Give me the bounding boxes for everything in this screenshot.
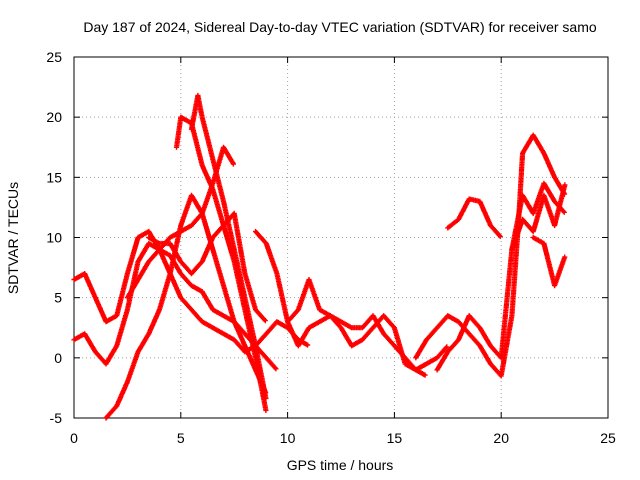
series-arc-1 bbox=[71, 228, 311, 355]
series-arc-12 bbox=[445, 196, 503, 239]
y-tick-label: 20 bbox=[46, 109, 62, 125]
y-tick-label: 10 bbox=[46, 230, 62, 246]
y-tick-label: 15 bbox=[46, 169, 62, 185]
x-axis-label: GPS time / hours bbox=[287, 457, 394, 473]
data-point-markers bbox=[285, 277, 450, 373]
chart-title: Day 187 of 2024, Sidereal Day-to-day VTE… bbox=[83, 19, 596, 35]
y-tick-label: 25 bbox=[46, 49, 62, 65]
y-tick-label: 5 bbox=[54, 290, 62, 306]
data-point-markers bbox=[509, 182, 568, 253]
tick-labels: 0 5 10 15 20 25 -5 0 5 10 15 20 25 bbox=[46, 49, 616, 446]
plot-frame bbox=[73, 56, 609, 419]
data-point-markers bbox=[530, 234, 568, 289]
series-arc-9 bbox=[285, 277, 450, 373]
series-arc-13 bbox=[509, 182, 568, 253]
y-tick-label: -5 bbox=[50, 410, 63, 426]
x-tick-label: 5 bbox=[177, 430, 185, 446]
x-tick-label: 15 bbox=[387, 430, 403, 446]
x-tick-label: 0 bbox=[70, 430, 78, 446]
x-tick-label: 10 bbox=[280, 430, 296, 446]
y-axis-label: SDTVAR / TECUs bbox=[5, 182, 21, 294]
series-arc-7 bbox=[146, 210, 268, 324]
data-point-markers bbox=[434, 180, 567, 373]
data-point-markers bbox=[445, 196, 503, 239]
data-point-markers bbox=[146, 210, 268, 324]
y-tick-label: 0 bbox=[54, 350, 62, 366]
series-arc-14 bbox=[530, 234, 568, 289]
x-tick-label: 25 bbox=[600, 430, 616, 446]
x-tick-label: 20 bbox=[493, 430, 509, 446]
series-arc-11 bbox=[434, 180, 567, 373]
data-series bbox=[71, 92, 568, 421]
data-point-markers bbox=[71, 228, 311, 355]
